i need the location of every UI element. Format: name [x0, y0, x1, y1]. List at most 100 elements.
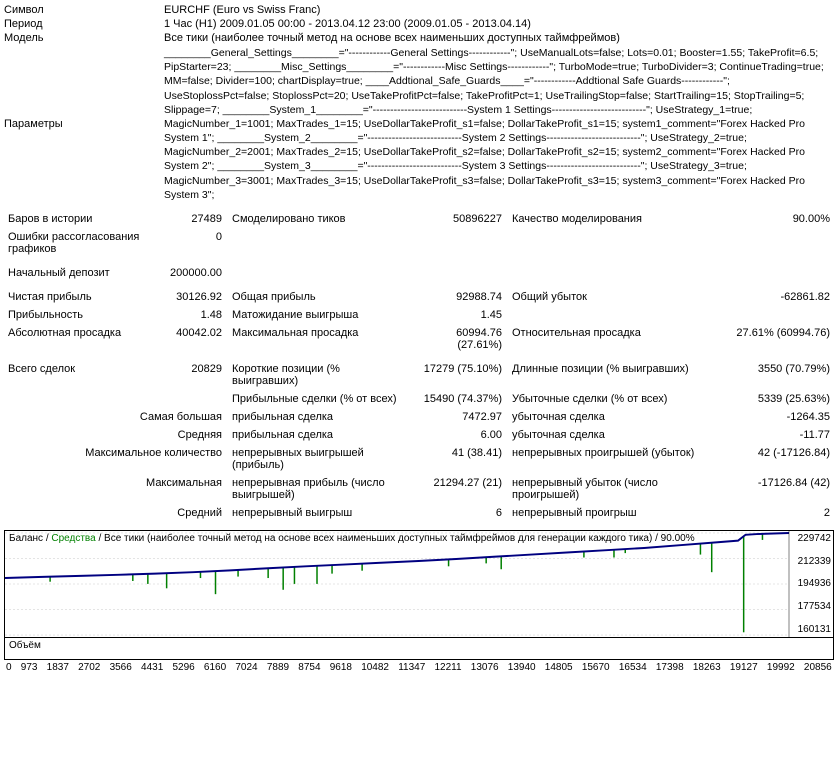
- avgcons-wins-value: 6: [406, 504, 506, 522]
- losstrades-label: Убыточные сделки (% от всех): [506, 390, 706, 408]
- x-tick: 16534: [619, 662, 647, 673]
- long-value: 3550 (70.79%): [706, 360, 834, 390]
- chart-yaxis: 229742 212339 194936 177534 160131: [789, 531, 831, 637]
- table-row: Максимальная непрерывная прибыль (число …: [4, 474, 834, 504]
- maxcons-label: Максимальное количество: [4, 444, 226, 474]
- short-label: Короткие позиции (% выигравших): [226, 360, 406, 390]
- symbol-label: Символ: [4, 4, 164, 16]
- reldd-value: 27.61% (60994.76): [706, 324, 834, 354]
- netprofit-label: Чистая прибыль: [4, 288, 164, 306]
- y-tick: 194936: [789, 578, 831, 589]
- table-row: Баров в истории 27489 Смоделировано тико…: [4, 210, 834, 228]
- table-row: Прибыльные сделки (% от всех) 15490 (74.…: [4, 390, 834, 408]
- table-row: Абсолютная просадка 40042.02 Максимальна…: [4, 324, 834, 354]
- x-tick: 5296: [172, 662, 194, 673]
- largest-profit-label: прибыльная сделка: [226, 408, 406, 426]
- maximal-profit-value: 21294.27 (21): [406, 474, 506, 504]
- period-label: Период: [4, 18, 164, 30]
- volume-panel: Объём: [4, 638, 834, 660]
- x-tick: 973: [21, 662, 38, 673]
- largest-profit-value: 7472.97: [406, 408, 506, 426]
- x-tick: 2702: [78, 662, 100, 673]
- profitfactor-label: Прибыльность: [4, 306, 164, 324]
- chart-caption-tail: Все тики (наиболее точный метод на основ…: [104, 533, 695, 544]
- maxcons-wins-label: непрерывных выигрышей (прибыль): [226, 444, 406, 474]
- period-row: Период 1 Час (H1) 2009.01.05 00:00 - 201…: [4, 18, 834, 30]
- y-tick: 229742: [789, 533, 831, 544]
- x-tick: 10482: [361, 662, 389, 673]
- table-row: Прибыльность 1.48 Матожидание выигрыша 1…: [4, 306, 834, 324]
- x-tick: 20856: [804, 662, 832, 673]
- avg-loss-label: убыточная сделка: [506, 426, 706, 444]
- maxdd-label: Максимальная просадка: [226, 324, 406, 354]
- params-row: Параметры ________General_Settings______…: [4, 46, 834, 202]
- params-value: ________General_Settings________="------…: [164, 46, 834, 202]
- quality-label: Качество моделирования: [506, 210, 706, 228]
- y-tick: 177534: [789, 601, 831, 612]
- ticks-value: 50896227: [406, 210, 506, 228]
- x-tick: 7889: [267, 662, 289, 673]
- maximal-loss-value: -17126.84 (42): [706, 474, 834, 504]
- model-row: Модель Все тики (наиболее точный метод н…: [4, 32, 834, 44]
- ticks-label: Смоделировано тиков: [226, 210, 406, 228]
- avgcons-losses-label: непрерывный проигрыш: [506, 504, 706, 522]
- grossprofit-label: Общая прибыль: [226, 288, 406, 306]
- x-tick: 11347: [398, 662, 425, 673]
- maxdd-value: 60994.76 (27.61%): [406, 324, 506, 354]
- avgcons-losses-value: 2: [706, 504, 834, 522]
- avgcons-label: Средний: [4, 504, 226, 522]
- table-row: Начальный депозит 200000.00: [4, 264, 834, 282]
- x-tick: 4431: [141, 662, 163, 673]
- expected-label: Матожидание выигрыша: [226, 306, 406, 324]
- x-tick: 1837: [47, 662, 69, 673]
- equity-label: Средства: [51, 533, 95, 544]
- chart-caption: Баланс / Средства / Все тики (наиболее т…: [9, 533, 695, 544]
- symbol-row: Символ EURCHF (Euro vs Swiss Franc): [4, 4, 834, 16]
- reldd-label: Относительная просадка: [506, 324, 706, 354]
- balance-label: Баланс: [9, 533, 43, 544]
- x-tick: 18263: [693, 662, 721, 673]
- table-row: Чистая прибыль 30126.92 Общая прибыль 92…: [4, 288, 834, 306]
- errors-value: 0: [164, 228, 226, 258]
- netprofit-value: 30126.92: [164, 288, 226, 306]
- x-tick: 13076: [471, 662, 499, 673]
- model-value: Все тики (наиболее точный метод на основ…: [164, 32, 834, 44]
- table-row: Самая большая прибыльная сделка 7472.97 …: [4, 408, 834, 426]
- y-tick: 160131: [789, 624, 831, 635]
- avgcons-wins-label: непрерывный выигрыш: [226, 504, 406, 522]
- chart-xaxis: 0973183727023566443152966160702478898754…: [4, 662, 834, 673]
- avg-profit-label: прибыльная сделка: [226, 426, 406, 444]
- bars-label: Баров в истории: [4, 210, 164, 228]
- x-tick: 14805: [545, 662, 573, 673]
- period-value: 1 Час (H1) 2009.01.05 00:00 - 2013.04.12…: [164, 18, 834, 30]
- table-row: Ошибки рассогласования графиков 0: [4, 228, 834, 258]
- x-tick: 12211: [434, 662, 461, 673]
- largest-label: Самая большая: [4, 408, 226, 426]
- absdd-value: 40042.02: [164, 324, 226, 354]
- x-tick: 8754: [298, 662, 320, 673]
- grossloss-value: -62861.82: [706, 288, 834, 306]
- maxcons-wins-value: 41 (38.41): [406, 444, 506, 474]
- params-label: Параметры: [4, 118, 164, 130]
- total-label: Всего сделок: [4, 360, 164, 390]
- table-row: Максимальное количество непрерывных выиг…: [4, 444, 834, 474]
- symbol-value: EURCHF (Euro vs Swiss Franc): [164, 4, 834, 16]
- absdd-label: Абсолютная просадка: [4, 324, 164, 354]
- maxcons-losses-label: непрерывных проигрышей (убыток): [506, 444, 706, 474]
- proftrades-value: 15490 (74.37%): [406, 390, 506, 408]
- avg-profit-value: 6.00: [406, 426, 506, 444]
- largest-loss-label: убыточная сделка: [506, 408, 706, 426]
- expected-value: 1.45: [406, 306, 506, 324]
- model-label: Модель: [4, 32, 164, 44]
- y-tick: 212339: [789, 556, 831, 567]
- x-tick: 13940: [508, 662, 536, 673]
- maximal-loss-label: непрерывный убыток (число проигрышей): [506, 474, 706, 504]
- bars-value: 27489: [164, 210, 226, 228]
- maxcons-losses-value: 42 (-17126.84): [706, 444, 834, 474]
- grossloss-label: Общий убыток: [506, 288, 706, 306]
- x-tick: 7024: [235, 662, 257, 673]
- table-row: Средний непрерывный выигрыш 6 непрерывны…: [4, 504, 834, 522]
- x-tick: 19992: [767, 662, 795, 673]
- profitfactor-value: 1.48: [164, 306, 226, 324]
- quality-value: 90.00%: [706, 210, 834, 228]
